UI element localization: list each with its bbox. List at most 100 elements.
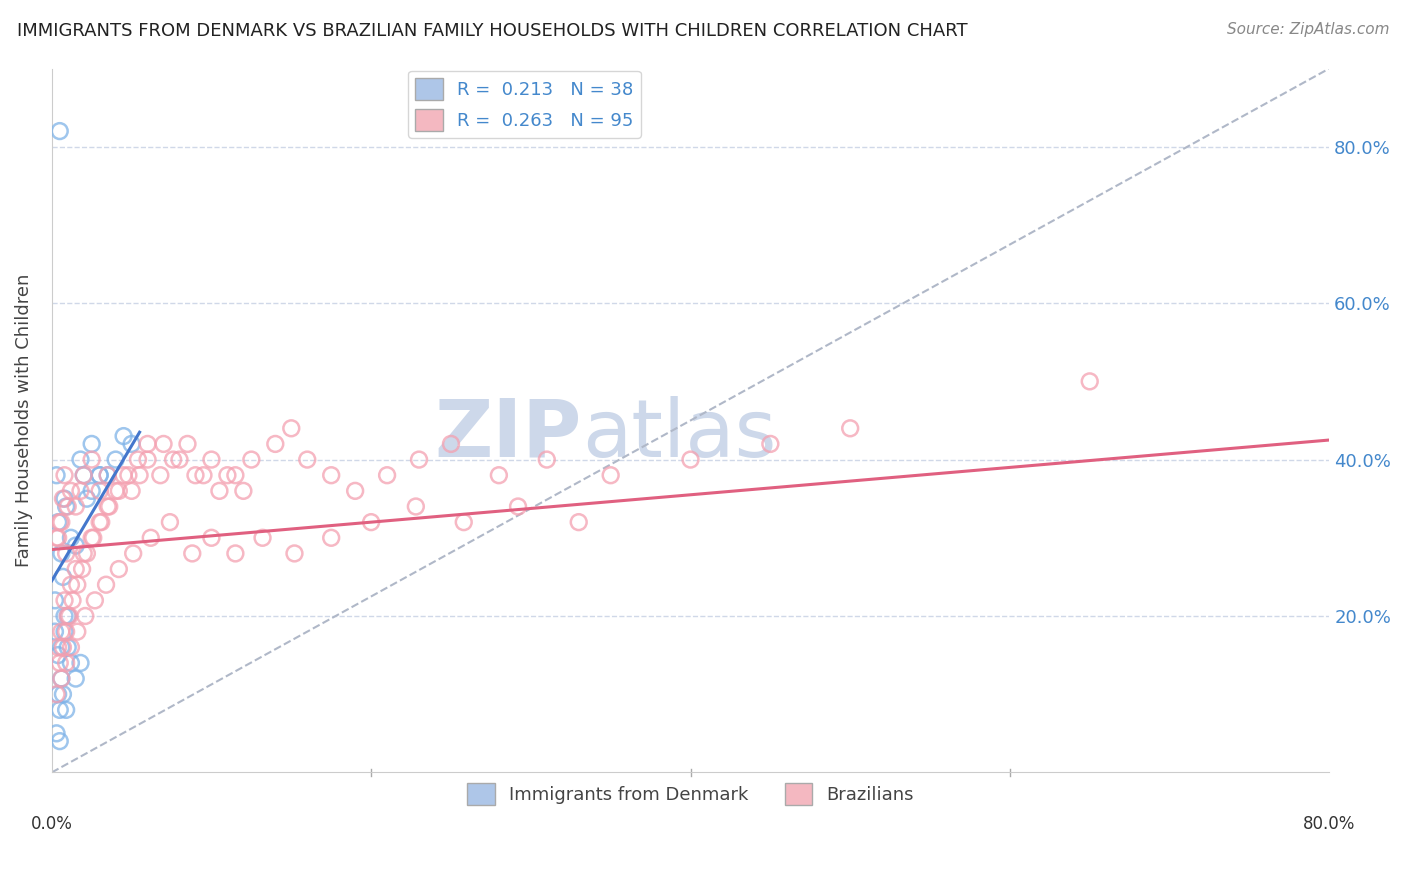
Point	[139, 531, 162, 545]
Point	[51, 672, 73, 686]
Point	[53, 593, 76, 607]
Point	[45, 468, 67, 483]
Point	[344, 483, 367, 498]
Point	[56, 609, 79, 624]
Point	[56, 609, 79, 624]
Point	[66, 624, 89, 639]
Point	[97, 500, 120, 514]
Point	[58, 609, 80, 624]
Text: IMMIGRANTS FROM DENMARK VS BRAZILIAN FAMILY HOUSEHOLDS WITH CHILDREN CORRELATION: IMMIGRANTS FROM DENMARK VS BRAZILIAN FAM…	[17, 22, 967, 40]
Point	[89, 515, 111, 529]
Point	[65, 672, 87, 686]
Point	[55, 703, 77, 717]
Point	[83, 593, 105, 607]
Point	[46, 687, 69, 701]
Point	[53, 609, 76, 624]
Point	[56, 640, 79, 655]
Point	[122, 546, 145, 560]
Point	[108, 562, 131, 576]
Text: 0.0%: 0.0%	[31, 815, 73, 833]
Point	[200, 531, 222, 545]
Point	[46, 640, 69, 655]
Text: Source: ZipAtlas.com: Source: ZipAtlas.com	[1226, 22, 1389, 37]
Point	[679, 452, 702, 467]
Point	[52, 687, 75, 701]
Point	[112, 429, 135, 443]
Point	[224, 546, 246, 560]
Point	[51, 515, 73, 529]
Text: ZIP: ZIP	[434, 395, 582, 474]
Point	[69, 656, 91, 670]
Point	[112, 468, 135, 483]
Point	[51, 546, 73, 560]
Point	[55, 656, 77, 670]
Point	[159, 515, 181, 529]
Point	[51, 640, 73, 655]
Point	[56, 500, 79, 514]
Point	[66, 578, 89, 592]
Point	[45, 726, 67, 740]
Point	[440, 437, 463, 451]
Point	[51, 672, 73, 686]
Point	[184, 468, 207, 483]
Point	[59, 656, 82, 670]
Point	[65, 539, 87, 553]
Point	[1078, 375, 1101, 389]
Point	[52, 570, 75, 584]
Point	[53, 624, 76, 639]
Point	[48, 703, 70, 717]
Point	[46, 515, 69, 529]
Point	[97, 468, 120, 483]
Point	[149, 468, 172, 483]
Point	[104, 452, 127, 467]
Point	[73, 468, 96, 483]
Point	[73, 546, 96, 560]
Point	[59, 531, 82, 545]
Point	[264, 437, 287, 451]
Point	[51, 624, 73, 639]
Point	[69, 452, 91, 467]
Point	[53, 468, 76, 483]
Point	[80, 483, 103, 498]
Point	[181, 546, 204, 560]
Point	[128, 468, 150, 483]
Point	[48, 656, 70, 670]
Point	[59, 640, 82, 655]
Point	[97, 468, 120, 483]
Point	[136, 437, 159, 451]
Point	[240, 452, 263, 467]
Point	[90, 515, 112, 529]
Point	[46, 531, 69, 545]
Y-axis label: Family Households with Children: Family Households with Children	[15, 274, 32, 567]
Point	[98, 500, 121, 514]
Point	[69, 483, 91, 498]
Point	[321, 468, 343, 483]
Point	[162, 452, 184, 467]
Point	[89, 468, 111, 483]
Point	[193, 468, 215, 483]
Point	[375, 468, 398, 483]
Point	[75, 609, 97, 624]
Point	[136, 452, 159, 467]
Text: 80.0%: 80.0%	[1303, 815, 1355, 833]
Point	[408, 452, 430, 467]
Point	[82, 531, 104, 545]
Point	[108, 483, 131, 498]
Point	[506, 500, 529, 514]
Point	[48, 734, 70, 748]
Point	[321, 531, 343, 545]
Point	[46, 648, 69, 662]
Point	[599, 468, 621, 483]
Point	[76, 491, 98, 506]
Point	[405, 500, 427, 514]
Point	[44, 624, 66, 639]
Point	[59, 578, 82, 592]
Point	[70, 562, 93, 576]
Point	[208, 483, 231, 498]
Point	[55, 624, 77, 639]
Point	[121, 437, 143, 451]
Point	[536, 452, 558, 467]
Point	[121, 483, 143, 498]
Point	[360, 515, 382, 529]
Point	[65, 562, 87, 576]
